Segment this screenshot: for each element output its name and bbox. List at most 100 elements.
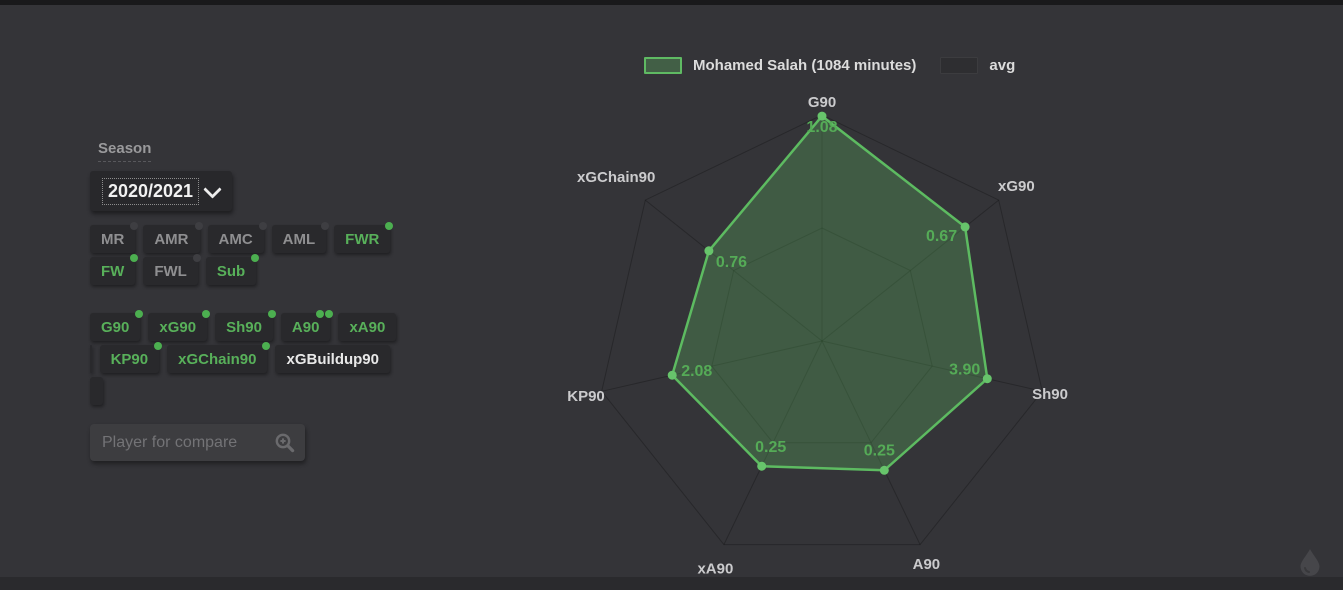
filter-button-label: FWL — [154, 262, 187, 280]
radar-axis-spoke — [723, 340, 823, 545]
filter-row — [90, 377, 390, 405]
data-point-value: 0.76 — [716, 254, 747, 271]
season-select[interactable]: 2020/2021 — [90, 171, 232, 211]
data-point-dot — [817, 111, 827, 121]
indicator-dot — [130, 254, 139, 262]
filter-indicator-dots — [321, 222, 330, 230]
filter-indicator-dots — [202, 310, 211, 318]
radar-grid-ring — [711, 227, 933, 444]
data-point-value: 1.08 — [806, 119, 837, 136]
zoom-in-icon — [275, 433, 295, 453]
filter-button-label: AML — [282, 230, 316, 248]
filter-button-stub[interactable] — [90, 377, 103, 405]
filter-button-label: AMC — [218, 230, 253, 248]
filter-row: G90 xG90 Sh90 A90 xA90 — [90, 310, 397, 341]
radar-axis-label: G90 — [808, 94, 836, 111]
radar-axis-spoke — [821, 340, 921, 545]
filter-indicator-dots — [194, 222, 203, 230]
indicator-dot — [194, 222, 203, 230]
filter-button-label: AMR — [154, 230, 189, 248]
indicator-dot — [385, 222, 394, 230]
filter-indicator-dots — [130, 222, 139, 230]
filter-button-mr[interactable]: MR — [90, 222, 139, 253]
filter-button-label: xGChain90 — [178, 350, 257, 368]
radar-axis-spoke — [644, 199, 823, 342]
filter-button-label: Sh90 — [226, 318, 262, 336]
filter-indicator-dots — [135, 310, 144, 318]
radar-axis-label: xG90 — [998, 178, 1035, 195]
radar-axis-label: A90 — [913, 556, 941, 573]
avg-series-label[interactable]: avg — [989, 57, 1016, 74]
filter-button-g90[interactable]: G90 — [90, 310, 144, 341]
filter-button-label: A90 — [291, 318, 320, 336]
player-compare-search — [90, 424, 305, 461]
filter-button-label: MR — [101, 230, 125, 248]
filter-indicator-dots — [130, 254, 139, 262]
bottom-edge-strip — [0, 577, 1343, 590]
player-series-swatch[interactable] — [644, 57, 682, 74]
filter-indicator-dots — [154, 342, 163, 350]
filter-indicator-dots — [316, 310, 334, 318]
filter-indicator-dots — [192, 254, 201, 262]
indicator-dot — [192, 254, 201, 262]
filter-button-kp90[interactable]: KP90 — [99, 342, 163, 373]
filter-row: FW FWL Sub — [90, 254, 390, 285]
indicator-dot — [262, 342, 271, 350]
filter-indicator-dots — [385, 222, 394, 230]
data-point-value: 2.08 — [681, 363, 712, 380]
filter-indicator-dots — [251, 254, 260, 262]
data-point-value: 0.25 — [755, 439, 786, 456]
filter-button-stub[interactable] — [90, 345, 92, 373]
season-label: Season — [98, 140, 152, 162]
chart-legend: Mohamed Salah (1084 minutes) avg — [644, 57, 1015, 74]
filter-button-amr[interactable]: AMR — [143, 222, 203, 253]
top-edge-strip — [0, 0, 1343, 5]
filter-button-label: KP90 — [110, 350, 149, 368]
filter-button-xa90[interactable]: xA90 — [338, 313, 397, 341]
radar-axis-spoke — [821, 340, 1043, 392]
position-filter-group: MR AMR AMC AML FWR FW FWL Sub — [90, 222, 394, 285]
filter-button-xgchain90[interactable]: xGChain90 — [167, 342, 271, 373]
filter-button-label: xG90 — [159, 318, 197, 336]
filter-button-fwl[interactable]: FWL — [143, 254, 201, 285]
radar-axis-label: KP90 — [567, 388, 605, 405]
data-point-dot — [982, 374, 992, 384]
filters-sidebar: Season 2020/2021 MR AMR AMC AML FWR FW FWL Sub … — [90, 140, 397, 461]
radar-axis-label: Sh90 — [1032, 386, 1068, 403]
radar-axis-label: xA90 — [697, 560, 733, 577]
data-point-dot — [704, 246, 714, 256]
indicator-dot — [267, 310, 276, 318]
indicator-dot — [135, 310, 144, 318]
filter-button-fw[interactable]: FW — [90, 254, 139, 285]
filter-button-fwr[interactable]: FWR — [334, 222, 394, 253]
avg-series-swatch[interactable] — [940, 57, 979, 74]
filter-indicator-dots — [267, 310, 276, 318]
player-series-polygon — [670, 114, 989, 472]
filter-button-label: Sub — [216, 262, 246, 280]
player-compare-input[interactable] — [90, 424, 305, 461]
season-select-value: 2020/2021 — [101, 177, 200, 205]
indicator-dot — [130, 222, 139, 230]
filter-button-sh90[interactable]: Sh90 — [215, 310, 276, 341]
filter-button-amc[interactable]: AMC — [207, 222, 267, 253]
filter-button-sub[interactable]: Sub — [205, 254, 260, 285]
chevron-down-icon — [203, 179, 222, 199]
filter-button-xg90[interactable]: xG90 — [148, 310, 211, 341]
data-point-value: 3.90 — [949, 362, 980, 379]
data-point-dot — [667, 370, 677, 380]
player-series-label[interactable]: Mohamed Salah (1084 minutes) — [693, 57, 917, 74]
filter-button-xgbuildup90[interactable]: xGBuildup90 — [275, 345, 390, 373]
filter-indicator-dots — [258, 222, 267, 230]
filter-button-label: FW — [101, 262, 125, 280]
indicator-dot — [154, 342, 163, 350]
filter-button-label: G90 — [101, 318, 130, 336]
indicator-dot — [325, 310, 334, 318]
filter-button-a90[interactable]: A90 — [280, 310, 334, 341]
data-point-dot — [757, 461, 767, 471]
indicator-dot — [316, 310, 325, 318]
filter-button-label: xA90 — [349, 318, 386, 336]
radar-grid-ring — [601, 114, 1043, 546]
filter-button-aml[interactable]: AML — [271, 222, 330, 253]
data-point-dot — [960, 222, 970, 232]
indicator-dot — [202, 310, 211, 318]
